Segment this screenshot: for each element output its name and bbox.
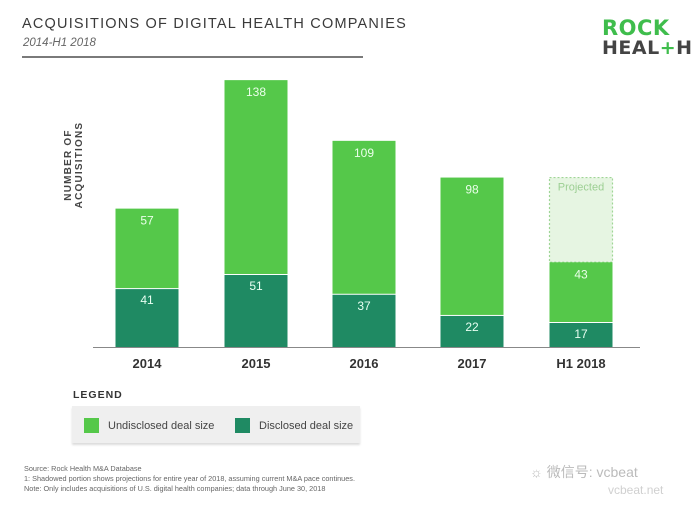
bar-undisclosed	[440, 177, 504, 315]
x-tick-label: 2016	[350, 356, 379, 371]
footnote-source: Source: Rock Health M&A Database	[24, 464, 142, 473]
x-tick-label: 2015	[242, 356, 271, 371]
footnote-note: Note: Only includes acquisitions of U.S.…	[24, 484, 326, 493]
wechat-icon: ☼	[530, 464, 543, 480]
legend-title: LEGEND	[73, 389, 123, 401]
legend-item-disclosed: Disclosed deal size	[235, 418, 353, 433]
legend-item-undisclosed: Undisclosed deal size	[84, 418, 214, 433]
x-tick-label: 2014	[133, 356, 163, 371]
bar-disclosed	[440, 315, 504, 347]
data-label-undisclosed: 43	[574, 267, 588, 281]
projected-bar	[548, 176, 614, 263]
bar-disclosed	[115, 289, 179, 347]
chart-title: ACQUISITIONS OF DIGITAL HEALTH COMPANIES	[22, 16, 408, 32]
bar-undisclosed	[332, 140, 396, 294]
bars-group: 57 41 138 51 109 37 98 22 Projected 43 17	[115, 80, 614, 347]
logo-line-1: ROCK	[602, 16, 670, 40]
legend: Undisclosed deal size Disclosed deal siz…	[72, 406, 360, 443]
legend-swatch-disclosed	[235, 418, 250, 433]
footnotes: Source: Rock Health M&A Database 1: Shad…	[24, 464, 355, 494]
legend-swatch-undisclosed	[84, 418, 99, 433]
data-label-undisclosed: 109	[354, 146, 374, 160]
projected-label: Projected	[558, 182, 604, 194]
data-label-disclosed: 17	[574, 327, 588, 341]
bar-disclosed	[224, 274, 288, 347]
bar-disclosed	[549, 322, 613, 347]
title-divider	[22, 56, 363, 58]
bar-undisclosed	[224, 80, 288, 274]
data-label-undisclosed: 98	[465, 183, 479, 197]
bar-undisclosed	[115, 208, 179, 289]
bar-disclosed	[332, 294, 396, 347]
legend-label-disclosed: Disclosed deal size	[259, 419, 354, 432]
data-label-disclosed: 22	[465, 320, 479, 334]
logo-line-2: HEAL+H	[602, 38, 693, 58]
x-tick-label: H1 2018	[556, 356, 605, 371]
watermark-text: 微信号: vcbeat	[546, 464, 638, 480]
x-tick-labels: 2014 2015 2016 2017 H1 2018	[133, 356, 606, 371]
data-label-disclosed: 37	[357, 299, 371, 313]
data-label-disclosed: 51	[249, 279, 263, 293]
footnote-projection: 1: Shadowed portion shows projections fo…	[24, 474, 355, 483]
data-label-undisclosed: 138	[246, 85, 266, 99]
chart-subtitle: 2014-H1 2018	[23, 37, 96, 49]
data-label-disclosed: 41	[140, 293, 154, 307]
watermark-url: vcbeat.net	[608, 483, 664, 497]
logo-text-h: H	[676, 37, 693, 59]
watermark: ☼ 微信号: vcbeat	[530, 462, 638, 482]
rock-health-logo: ROCK HEAL+H	[602, 16, 693, 59]
x-tick-label: 2017	[458, 356, 487, 371]
data-label-undisclosed: 57	[140, 214, 154, 228]
legend-label-undisclosed: Undisclosed deal size	[108, 419, 215, 432]
logo-text-heal: HEAL	[602, 37, 660, 59]
bar-undisclosed	[549, 262, 613, 322]
logo-plus-icon: +	[659, 37, 677, 59]
